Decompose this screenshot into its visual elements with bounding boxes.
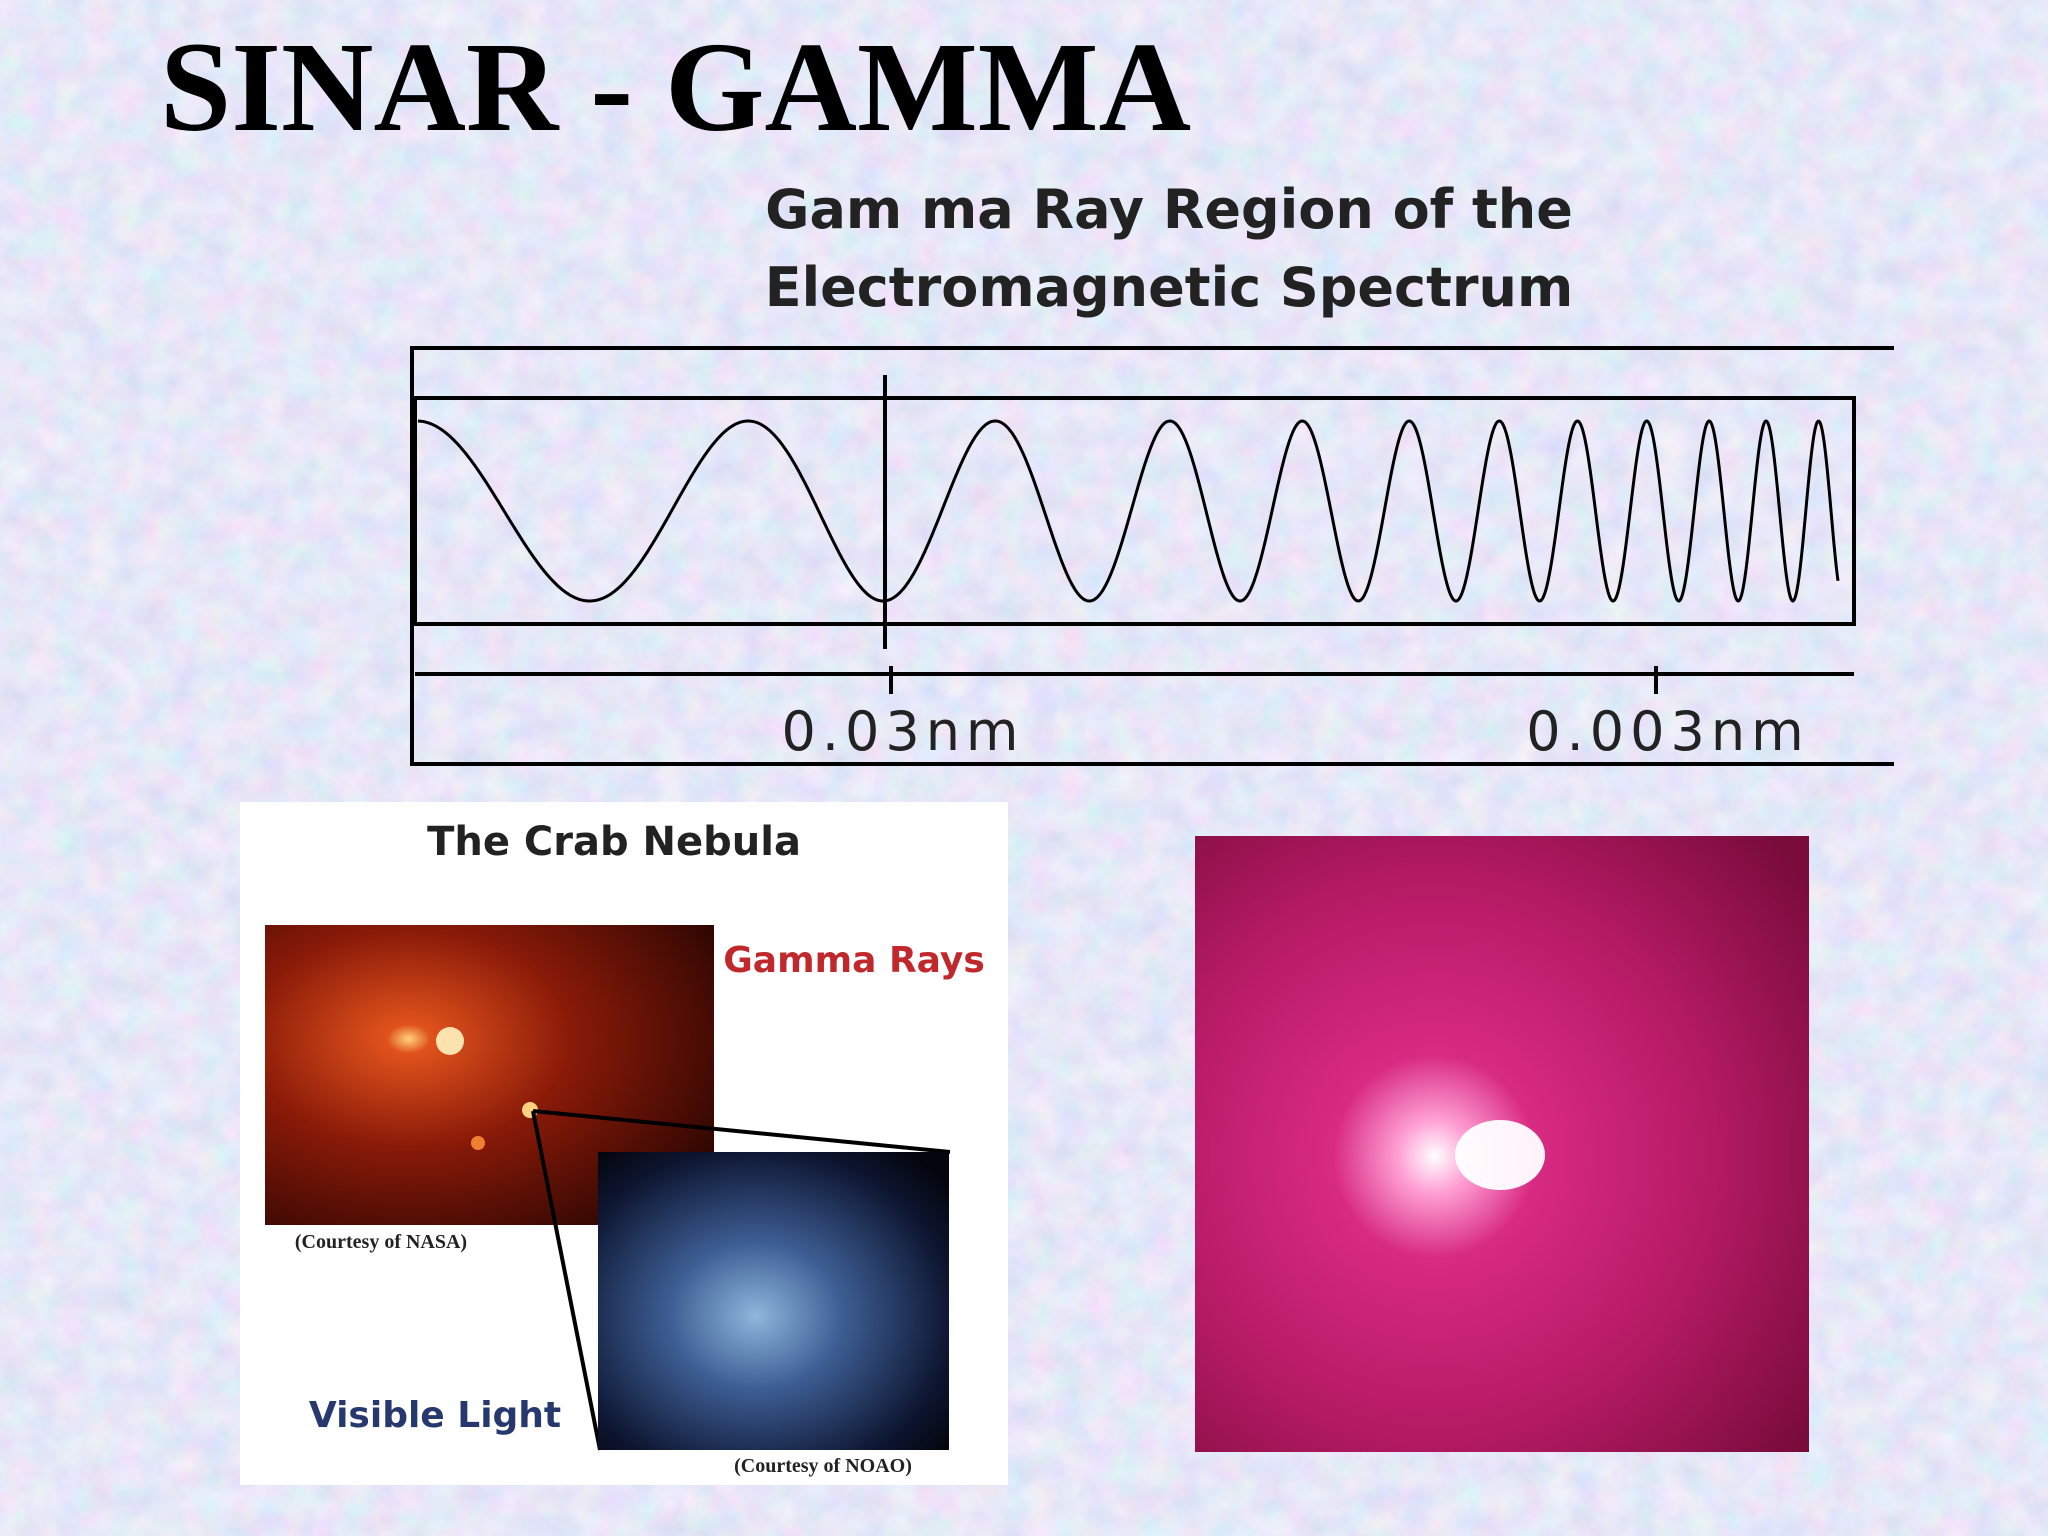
- wave-box: [413, 396, 1856, 626]
- crab-nebula-panel: The Crab Nebula Gamma Rays (Courtesy of …: [240, 802, 1008, 1485]
- spectrum-title: Electromagnetic Spectrum: [765, 256, 1573, 319]
- spectrum-frame: [410, 346, 1894, 766]
- spectrum-title: Gam ma Ray Region of the: [765, 178, 1573, 241]
- gamma-label: Gamma Rays: [723, 940, 985, 981]
- visible-label: Visible Light: [309, 1395, 561, 1436]
- spectrum-diagram: Gam ma Ray Region of the Electromagnetic…: [410, 178, 1894, 766]
- wavelength-label: 0.003nm: [1526, 700, 1809, 763]
- visible-image: [598, 1152, 949, 1450]
- gamma-source: [471, 1136, 485, 1150]
- gamma-source: [436, 1027, 464, 1055]
- wavelength-label: 0.03nm: [781, 700, 1024, 763]
- zoom-line: [532, 1109, 951, 1154]
- panel-title: The Crab Nebula: [427, 819, 801, 865]
- gamma-ray-source: [1455, 1120, 1545, 1190]
- wave: [417, 419, 1840, 603]
- zoom-line: [531, 1110, 602, 1451]
- slide-title: SINAR - GAMMA: [160, 16, 1191, 158]
- credit: (Courtesy of NOAO): [734, 1455, 912, 1477]
- credit: (Courtesy of NASA): [295, 1231, 467, 1253]
